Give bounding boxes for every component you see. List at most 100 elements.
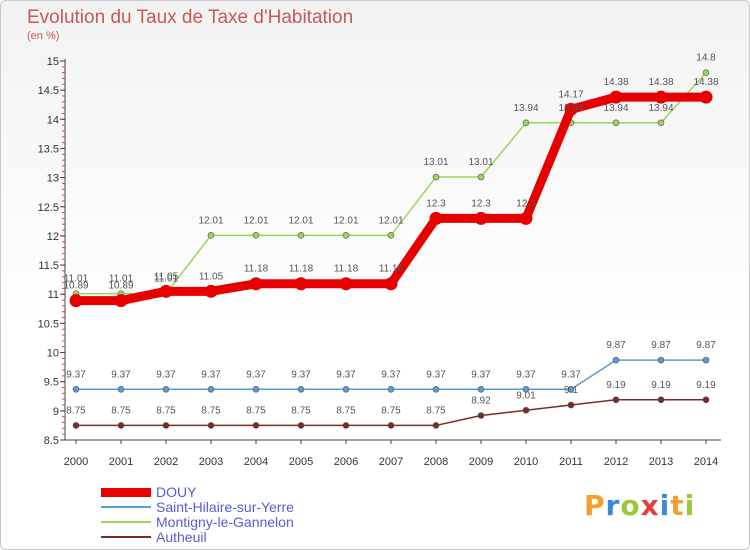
data-label: 11.05 (199, 271, 224, 282)
data-label: 12.3 (516, 198, 536, 209)
data-point (477, 173, 485, 181)
data-label: 9.37 (291, 369, 311, 380)
data-point (252, 232, 260, 239)
data-label: 8.92 (471, 396, 491, 407)
data-label: 9.37 (471, 369, 491, 380)
chart-title: Evolution du Taux de Taxe d'Habitation (27, 7, 354, 28)
data-label: 12.01 (378, 215, 403, 226)
data-label: 9.37 (561, 369, 581, 380)
y-tick-label: 14.5 (38, 85, 59, 97)
data-label: 9.37 (156, 369, 176, 380)
data-label: 13.94 (558, 103, 583, 114)
data-point (342, 232, 350, 239)
data-point (72, 385, 80, 393)
y-tick-label: 11 (48, 289, 59, 301)
data-label: 13.01 (468, 157, 493, 168)
data-label: 12.01 (333, 215, 358, 226)
y-tick-label: 13 (47, 173, 59, 185)
legend-swatch (101, 506, 151, 508)
data-point (294, 277, 308, 291)
data-label: 11.18 (244, 264, 269, 275)
x-tick-label: 2005 (289, 456, 313, 468)
data-label: 9.87 (606, 340, 626, 351)
data-point (72, 422, 80, 429)
data-label: 8.75 (291, 405, 311, 416)
x-tick-label: 2007 (379, 456, 403, 468)
data-label: 13.94 (513, 103, 538, 114)
x-tick-label: 2003 (199, 456, 223, 468)
logo-letter: P (584, 489, 606, 522)
y-tick-label: 13.5 (38, 143, 59, 155)
data-point (162, 422, 170, 429)
legend-swatch (101, 487, 151, 497)
data-point (522, 385, 530, 393)
data-label: 11.18 (334, 264, 359, 275)
logo-letter: x (640, 489, 660, 522)
x-tick-label: 2011 (559, 456, 583, 468)
x-tick-label: 2008 (424, 456, 448, 468)
data-point (702, 69, 710, 76)
data-point (114, 294, 128, 308)
data-label: 12.3 (426, 198, 446, 209)
x-tick-label: 2014 (694, 456, 718, 468)
data-point (207, 385, 215, 393)
data-label: 9.1 (564, 385, 578, 396)
data-point (702, 396, 710, 404)
legend-item: Autheuil (101, 529, 461, 545)
legend-item: Saint-Hilaire-sur-Yerre (101, 499, 461, 515)
data-label: 11.05 (154, 271, 179, 282)
data-point (519, 211, 533, 225)
data-label: 9.19 (651, 380, 671, 391)
legend: DOUY Saint-Hilaire-sur-Yerre Montigny-le-G… (101, 484, 461, 545)
data-label: 8.75 (336, 405, 356, 416)
data-label: 11.18 (379, 264, 404, 275)
data-point (162, 385, 170, 393)
data-label: 11.18 (289, 264, 314, 275)
y-tick-label: 8.5 (44, 435, 59, 447)
data-label: 12.01 (243, 215, 268, 226)
data-point (564, 102, 578, 116)
data-point (249, 277, 263, 291)
y-tick-label: 9.5 (44, 377, 59, 389)
data-label: 8.75 (426, 405, 446, 416)
data-point (699, 90, 713, 104)
data-label: 8.75 (66, 405, 86, 416)
data-label: 9.37 (246, 369, 266, 380)
data-point (432, 422, 440, 429)
y-tick-label: 15 (47, 56, 59, 68)
data-point (609, 90, 623, 104)
data-label: 8.75 (246, 405, 266, 416)
x-tick-label: 2009 (469, 456, 493, 468)
data-point (297, 422, 305, 429)
data-label: 8.75 (111, 405, 131, 416)
data-label: 10.89 (108, 281, 133, 292)
data-label: 11.01 (64, 274, 89, 285)
x-tick-label: 2010 (514, 456, 538, 468)
chart-unit: (en %) (27, 30, 60, 42)
legend-label: DOUY (156, 484, 197, 500)
x-tick-label: 2012 (604, 456, 628, 468)
data-label: 9.37 (111, 369, 131, 380)
data-point (342, 422, 350, 429)
data-point (657, 119, 665, 127)
data-label: 9.37 (381, 369, 401, 380)
legend-label: Autheuil (156, 529, 207, 545)
data-label: 12.3 (471, 198, 491, 209)
data-point (657, 396, 665, 404)
x-tick-label: 2001 (109, 456, 133, 468)
y-tick-label: 11.5 (38, 260, 59, 272)
data-point (612, 119, 620, 127)
data-point (657, 356, 665, 364)
data-point (117, 385, 125, 393)
data-point (522, 119, 530, 127)
logo-letter: o (620, 489, 641, 522)
data-point (477, 412, 485, 419)
data-point (69, 294, 83, 308)
data-point (297, 385, 305, 393)
data-point (654, 90, 668, 104)
data-point (339, 277, 353, 291)
data-point (522, 406, 530, 414)
data-label: 8.75 (381, 405, 401, 416)
y-tick-label: 9 (53, 406, 59, 418)
